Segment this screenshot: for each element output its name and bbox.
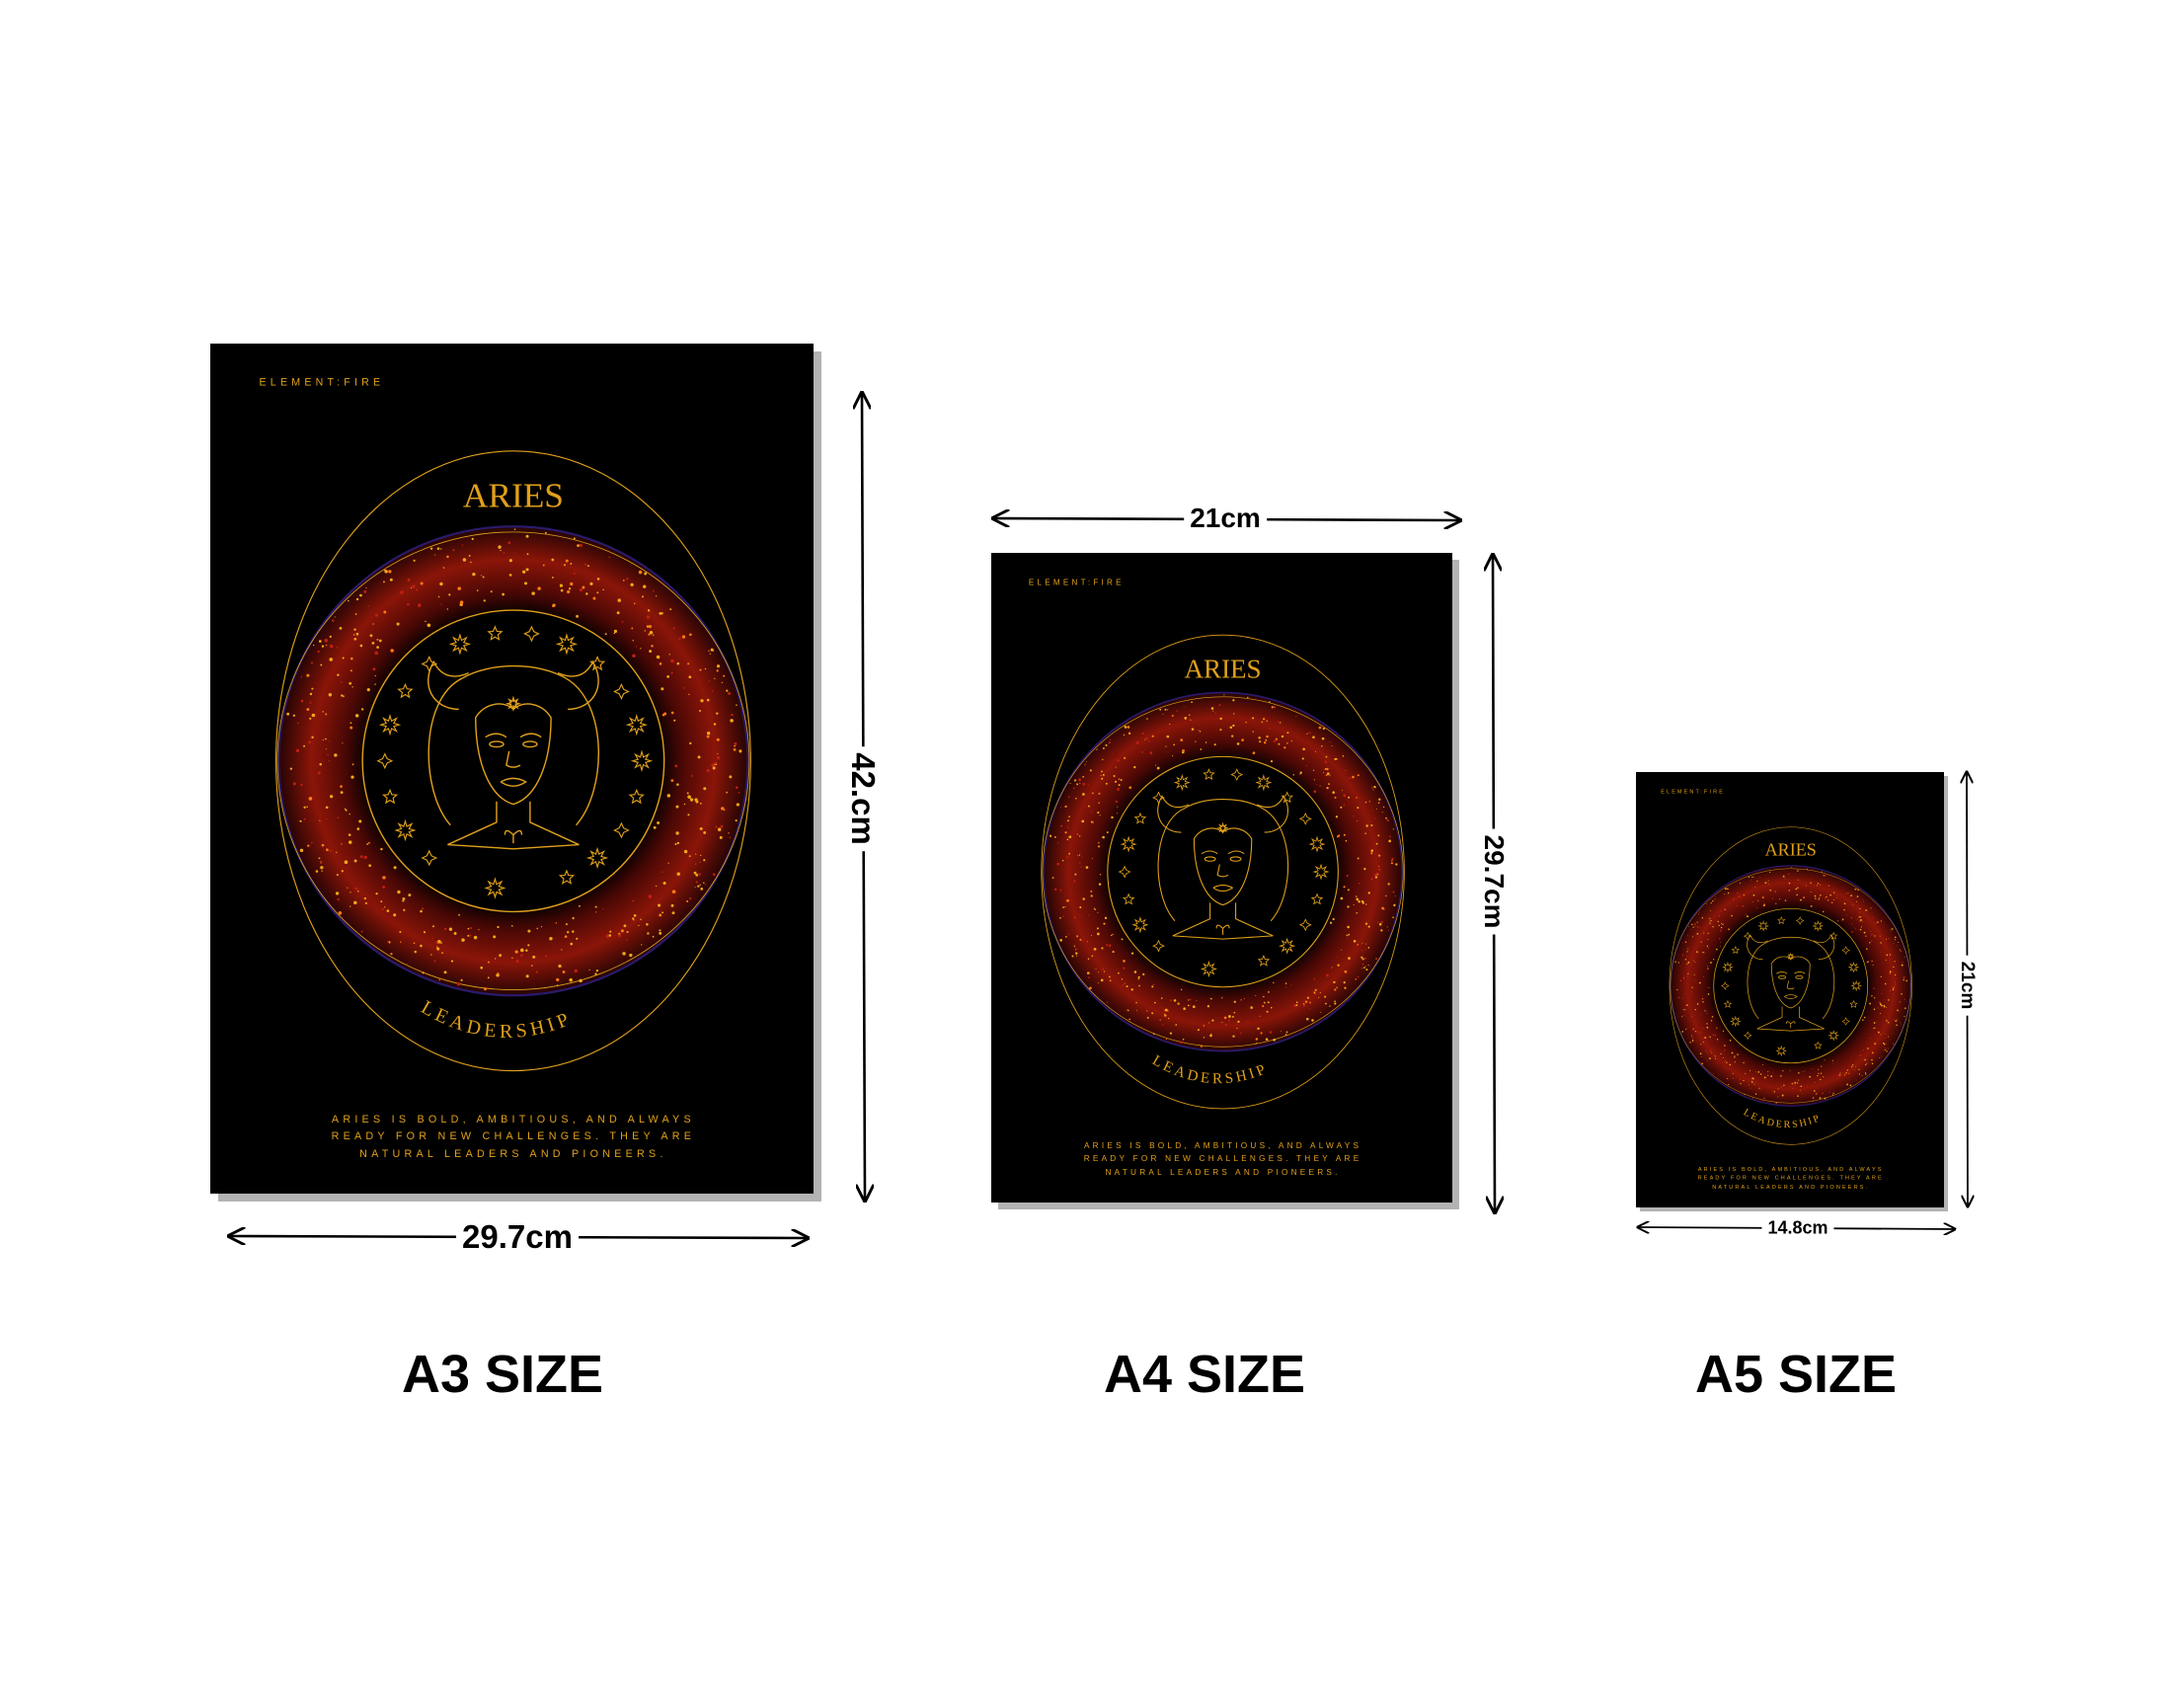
poster-artwork: ELEMENT:FIRE ARIES LEADERSHIP [1636,772,1944,1207]
star-icon [397,682,414,699]
poster-artwork: ELEMENT:FIRE ARIES LEADERSHIP [991,553,1452,1203]
aries-woman-illustration [1747,934,1835,1032]
star-icon [376,752,394,770]
star-icon [625,713,649,737]
aries-woman-illustration [1157,795,1289,940]
star-icon [523,625,540,643]
a4-height-label: 29.7cm [1478,828,1510,935]
star-icon [558,869,576,885]
star-icon [1757,920,1769,932]
element-label: ELEMENT:FIRE [1661,790,1725,796]
outer-ellipse [1041,634,1405,1110]
star-icon [555,633,579,656]
star-icon [381,788,399,805]
star-icon [1720,981,1730,990]
star-icon [612,683,630,700]
star-icon [1203,768,1215,780]
star-icon [1812,920,1825,932]
element-label: ELEMENT:FIRE [260,376,385,388]
star-icon [1777,916,1786,925]
star-icon [1310,893,1324,905]
inner-circle [1107,755,1339,988]
a3-width-label: 29.7cm [456,1218,579,1256]
star-icon [1230,768,1244,782]
a4-poster: ELEMENT:FIRE ARIES LEADERSHIP [991,553,1459,1209]
star-icon [585,846,609,870]
star-icon [1173,774,1191,792]
poster-title: ARIES [1185,654,1262,683]
description-line: ARIES IS BOLD, AMBITIOUS, AND ALWAYS [1698,1167,1884,1173]
star-icon [1827,1030,1839,1042]
aries-woman-illustration [428,660,599,850]
star-icon [1841,1017,1850,1026]
a3-poster: ELEMENT:FIRE ARIES LEADERSHIP [210,344,821,1202]
inner-circle [1713,907,1869,1064]
star-icon [1255,774,1273,792]
description-line: READY FOR NEW CHALLENGES. THEY ARE [1698,1176,1884,1182]
poster-artwork: ELEMENT:FIRE ARIES LEADERSHIP [210,344,814,1194]
a5-size-label: A5 SIZE [1694,1345,1898,1404]
poster-title: ARIES [463,475,564,514]
star-icon [1122,893,1135,905]
star-icon [448,633,472,656]
star-icon [612,821,630,839]
star-icon [1312,863,1330,881]
star-icon [1279,937,1296,955]
element-label: ELEMENT:FIRE [1029,578,1125,586]
star-icon [1795,916,1805,925]
outer-ellipse [274,450,751,1072]
star-icon [484,877,506,899]
description-line: NATURAL LEADERS AND PIONEERS. [1712,1185,1869,1191]
star-icon [1723,999,1733,1008]
star-icon [1120,835,1137,853]
star-icon [1133,812,1147,824]
inner-circle [361,609,665,913]
star-icon [1308,835,1326,853]
star-icon [1847,962,1860,973]
a5-width-label: 14.8cm [1761,1217,1834,1239]
description-line: NATURAL LEADERS AND PIONEERS. [359,1148,667,1160]
description-line: READY FOR NEW CHALLENGES. THEY ARE [1084,1154,1362,1163]
outer-ellipse [1669,826,1912,1145]
star-icon [1722,962,1734,973]
aries-symbol-icon [504,829,523,844]
star-icon [1743,1031,1752,1041]
description-line: ARIES IS BOLD, AMBITIOUS, AND ALWAYS [1084,1141,1361,1150]
a3-size-label: A3 SIZE [401,1345,604,1404]
a3-height-label: 42.cm [844,746,882,851]
aries-symbol-icon [1215,924,1230,935]
star-icon [1298,918,1312,932]
star-icon [1775,1045,1787,1057]
star-icon [1118,865,1131,879]
star-icon [628,788,645,805]
star-icon [1131,916,1149,934]
a5-poster: ELEMENT:FIRE ARIES LEADERSHIP [1636,772,1948,1211]
star-icon [394,818,417,842]
star-icon [487,625,504,641]
star-icon [378,713,402,737]
star-icon [1730,1015,1742,1028]
a4-width-label: 21cm [1184,503,1267,534]
star-icon [421,849,438,867]
star-icon [1849,999,1858,1008]
star-icon [630,749,654,772]
poster-title: ARIES [1765,840,1817,860]
star-icon [1850,979,1862,992]
description-line: ARIES IS BOLD, AMBITIOUS, AND ALWAYS [332,1114,695,1126]
a4-size-label: A4 SIZE [1103,1345,1306,1404]
description-line: NATURAL LEADERS AND PIONEERS. [1106,1168,1341,1177]
star-icon [1841,946,1850,955]
star-icon [1731,946,1741,955]
a5-height-label: 21cm [1956,955,1978,1016]
star-icon [1257,954,1271,967]
aries-symbol-icon [1786,1021,1796,1029]
star-icon [1152,939,1165,953]
star-icon [1200,960,1217,978]
description-line: READY FOR NEW CHALLENGES. THEY ARE [332,1130,696,1142]
star-icon [1298,812,1312,825]
star-icon [1814,1041,1823,1049]
